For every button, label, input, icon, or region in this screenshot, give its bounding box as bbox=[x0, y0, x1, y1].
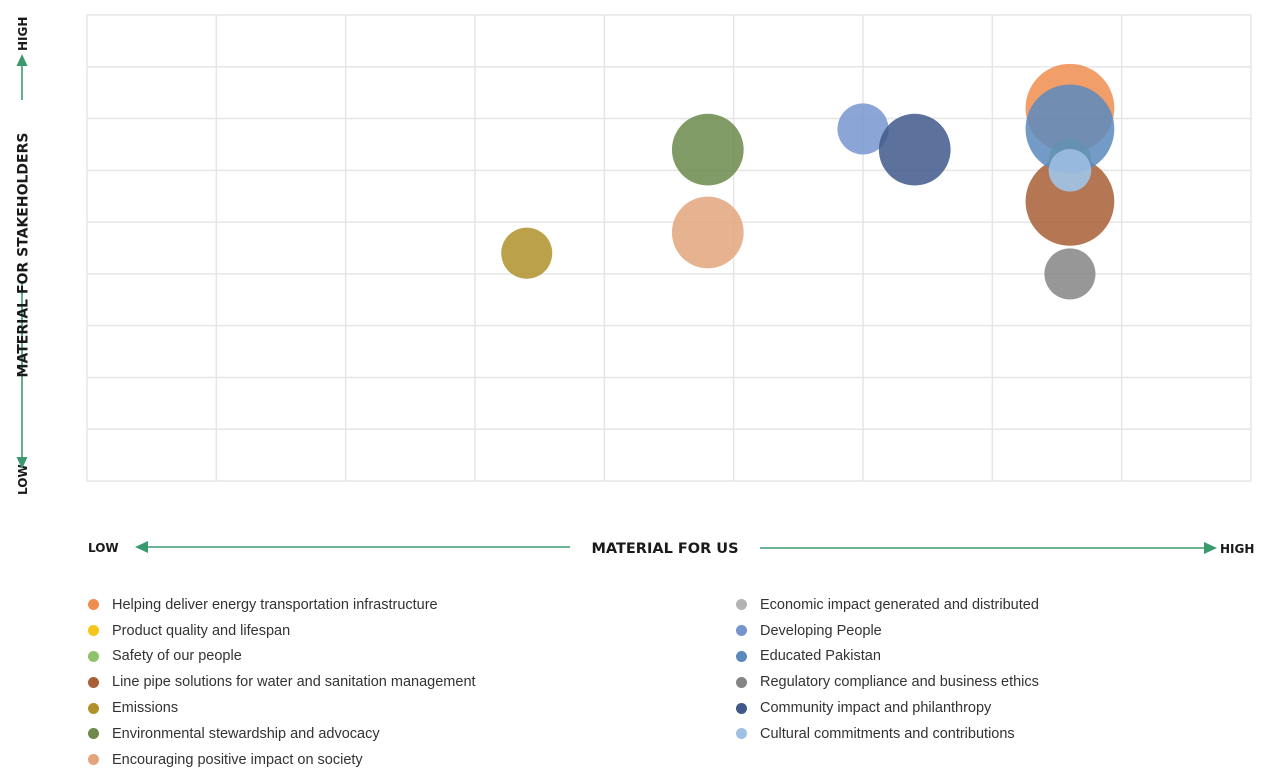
legend-swatch bbox=[736, 650, 747, 662]
bubble-8 bbox=[837, 103, 889, 155]
legend-label: Helping deliver energy transportation in… bbox=[112, 596, 438, 613]
legend-item: Educated Pakistan bbox=[736, 644, 1039, 670]
y-axis-caption: LOW MATERIAL FOR STAKEHOLDERS HIGH bbox=[16, 17, 32, 495]
legend-column-left: Helping deliver energy transportation in… bbox=[88, 592, 476, 773]
bubble-11 bbox=[878, 113, 951, 186]
legend-item: Line pipe solutions for water and sanita… bbox=[88, 669, 476, 695]
legend-item: Product quality and lifespan bbox=[88, 618, 476, 644]
legend-swatch bbox=[88, 599, 99, 611]
legend-label: Developing People bbox=[760, 622, 882, 639]
legend-label: Encouraging positive impact on society bbox=[112, 751, 363, 768]
legend-label: Safety of our people bbox=[112, 648, 242, 665]
materiality-bubble-chart: LOW MATERIAL FOR STAKEHOLDERS HIGH LOW M… bbox=[16, 14, 1254, 557]
y-axis-title: MATERIAL FOR STAKEHOLDERS bbox=[16, 133, 32, 378]
legend-item: Encouraging positive impact on society bbox=[88, 747, 476, 773]
legend-swatch bbox=[736, 728, 747, 740]
x-axis-high-label: HIGH bbox=[1220, 542, 1254, 556]
legend-item: Emissions bbox=[88, 695, 476, 721]
legend-swatch bbox=[736, 625, 747, 637]
x-axis-high-arrowhead bbox=[1204, 542, 1217, 554]
legend-label: Regulatory compliance and business ethic… bbox=[760, 674, 1039, 691]
legend-swatch bbox=[88, 676, 99, 688]
x-axis-low-arrowhead bbox=[135, 541, 148, 553]
y-axis-high-arrowhead bbox=[16, 54, 28, 66]
legend-swatch bbox=[88, 625, 99, 637]
legend-label: Emissions bbox=[112, 700, 179, 717]
legend-label: Community impact and philanthropy bbox=[760, 700, 992, 717]
legend-item: Developing People bbox=[736, 618, 1039, 644]
legend-label: Economic impact generated and distribute… bbox=[760, 596, 1039, 613]
legend-swatch bbox=[88, 728, 99, 740]
bubble-layer bbox=[501, 63, 1115, 300]
legend-item: Regulatory compliance and business ethic… bbox=[736, 669, 1039, 695]
legend-swatch bbox=[88, 650, 99, 662]
x-axis-title: MATERIAL FOR US bbox=[591, 541, 738, 557]
legend-item: Helping deliver energy transportation in… bbox=[88, 592, 476, 618]
legend-item: Environmental stewardship and advocacy bbox=[88, 721, 476, 747]
legend-swatch bbox=[88, 702, 99, 714]
legend-swatch bbox=[736, 599, 747, 611]
legend-swatch bbox=[736, 702, 747, 714]
bubble-10 bbox=[1044, 248, 1096, 300]
x-axis-low-label: LOW bbox=[88, 541, 119, 555]
y-axis-low-label: LOW bbox=[16, 464, 30, 495]
legend-item: Safety of our people bbox=[88, 644, 476, 670]
legend-swatch bbox=[88, 754, 99, 766]
bubble-12 bbox=[1048, 149, 1092, 192]
bubble-9 bbox=[1025, 84, 1115, 174]
legend-column-right: Economic impact generated and distribute… bbox=[736, 592, 1039, 747]
legend-item: Cultural commitments and contributions bbox=[736, 721, 1039, 747]
legend-item: Community impact and philanthropy bbox=[736, 695, 1039, 721]
bubble-4 bbox=[501, 227, 553, 279]
bubble-5 bbox=[671, 113, 744, 186]
legend-item: Economic impact generated and distribute… bbox=[736, 592, 1039, 618]
legend-swatch bbox=[736, 676, 747, 688]
legend-label: Cultural commitments and contributions bbox=[760, 725, 1015, 742]
legend-label: Educated Pakistan bbox=[760, 648, 881, 665]
legend-label: Environmental stewardship and advocacy bbox=[112, 725, 380, 742]
bubble-6 bbox=[671, 196, 744, 269]
x-axis-caption: LOW MATERIAL FOR US HIGH bbox=[88, 541, 1254, 557]
y-axis-high-label: HIGH bbox=[16, 17, 30, 51]
legend-label: Product quality and lifespan bbox=[112, 622, 291, 639]
bubble-3 bbox=[1025, 157, 1115, 246]
y-axis-low-arrowhead bbox=[16, 457, 28, 469]
legend-label: Line pipe solutions for water and sanita… bbox=[112, 674, 476, 691]
